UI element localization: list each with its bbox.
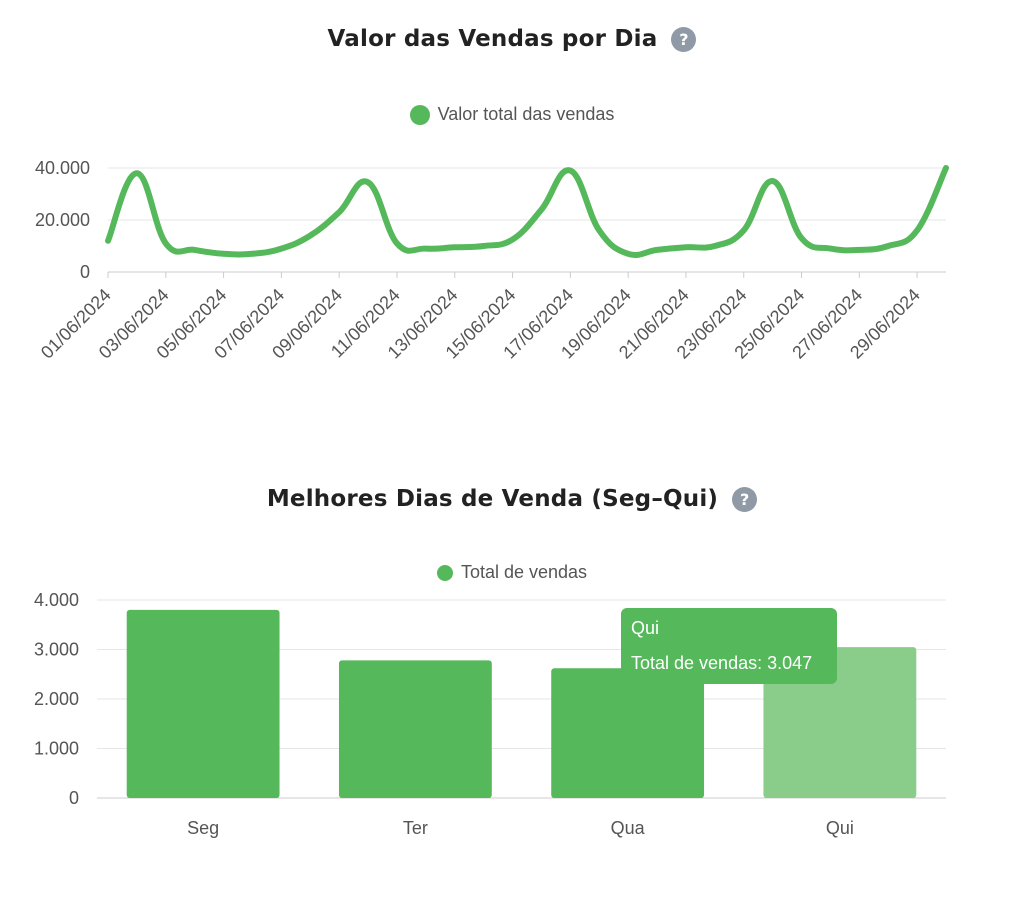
data-point[interactable] [885,243,891,249]
y-tick-label: 4.000 [34,590,79,610]
chart-legend[interactable]: Valor total das vendas [0,104,1024,125]
data-point[interactable] [394,240,400,246]
data-point[interactable] [654,247,660,253]
y-tick-label: 3.000 [34,640,79,660]
data-point[interactable] [683,244,689,250]
daily-sales-chart-panel: Valor das Vendas por Dia ? Valor total d… [0,0,1024,420]
x-tick-label: Qui [826,818,854,838]
series-line[interactable] [105,165,949,259]
bar[interactable] [551,668,705,798]
x-tick-label: Seg [187,818,219,838]
legend-label: Valor total das vendas [437,104,615,124]
x-tick-label: Ter [403,818,428,838]
data-point[interactable] [423,246,429,252]
data-point[interactable] [452,244,458,250]
data-point[interactable] [538,207,544,213]
data-point[interactable] [741,227,747,233]
bar[interactable] [763,647,917,798]
line-chart: 020.00040.00001/06/202403/06/202405/06/2… [35,158,949,363]
data-point[interactable] [278,246,284,252]
y-tick-label: 2.000 [34,689,79,709]
y-tick-label: 20.000 [35,210,90,230]
data-point[interactable] [481,243,487,249]
data-point[interactable] [799,235,805,241]
y-tick-label: 40.000 [35,158,90,178]
best-days-chart-panel: Melhores Dias de Venda (Seg–Qui) ? Total… [0,470,1024,890]
bar[interactable] [338,660,492,798]
legend-marker [436,564,453,581]
chart-title: Valor das Vendas por Dia [327,26,658,52]
data-point[interactable] [249,251,255,257]
x-tick-label: Qua [611,818,646,838]
bar-chart: 0 1.000 2.000 3.000 4.000 Seg Ter Qua Qui [34,590,946,838]
data-point[interactable] [365,179,371,185]
data-point[interactable] [567,168,573,174]
chart-legend[interactable]: Total de vendas [0,562,1024,583]
data-point[interactable] [625,251,631,257]
bar[interactable] [126,609,280,798]
data-point[interactable] [914,227,920,233]
help-icon[interactable]: ? [671,26,697,52]
legend-marker [409,104,430,125]
help-icon[interactable]: ? [732,486,758,512]
chart-title: Melhores Dias de Venda (Seg–Qui) [266,486,719,512]
tooltip-title: Qui [631,618,660,638]
data-point[interactable] [163,240,169,246]
chart-title-row: Valor das Vendas por Dia ? [0,26,1024,52]
tooltip-body: Total de vendas: 3.047 [631,653,813,673]
data-point[interactable] [770,178,776,184]
data-point[interactable] [134,170,140,176]
chart-tooltip: Qui Total de vendas: 3.047 [621,608,837,684]
legend-label: Total de vendas [460,562,588,582]
y-tick-label: 1.000 [34,739,79,759]
data-point[interactable] [712,243,718,249]
data-point[interactable] [596,227,602,233]
y-tick-label: 0 [69,788,79,808]
data-point[interactable] [510,237,516,243]
data-point[interactable] [336,209,342,215]
data-point[interactable] [307,233,313,239]
data-point[interactable] [192,247,198,253]
data-point[interactable] [943,165,949,171]
data-point[interactable] [856,247,862,253]
data-point[interactable] [827,246,833,252]
data-point[interactable] [105,238,111,244]
chart-title-row: Melhores Dias de Venda (Seg–Qui) ? [0,486,1024,512]
y-tick-label: 0 [80,262,90,282]
data-point[interactable] [221,251,227,257]
